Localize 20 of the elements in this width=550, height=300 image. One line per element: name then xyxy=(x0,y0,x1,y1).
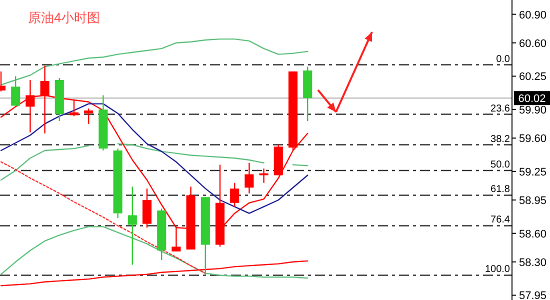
y-tick-label: 59.25 xyxy=(519,166,547,178)
y-tick-label: 58.60 xyxy=(519,228,547,240)
y-tick-label: 59.60 xyxy=(519,133,547,146)
y-tick-label: 59.90 xyxy=(519,104,547,117)
annotation: 61.8 xyxy=(490,184,510,196)
y-tick-label: 57.95 xyxy=(519,290,547,300)
y-tick-label: 60.25 xyxy=(519,71,547,84)
annotation: 0.0 xyxy=(496,54,510,65)
y-tick-label: 58.30 xyxy=(519,256,547,269)
y-tick-label: 60.60 xyxy=(519,38,547,50)
annotation: 76.4 xyxy=(490,214,510,226)
ref-line-label: 60.02 xyxy=(518,93,546,106)
y-tick-label: 60.90 xyxy=(519,9,547,22)
text: 原油4小时图 xyxy=(28,10,100,25)
annotation: 23.6 xyxy=(490,103,510,114)
annotation: 38.2 xyxy=(490,134,510,145)
y-tick-label: 58.95 xyxy=(519,195,547,207)
annotation: 50.0 xyxy=(490,159,510,170)
ref-label: 60.02 xyxy=(514,91,550,106)
annotation: 100.0 xyxy=(484,264,510,276)
